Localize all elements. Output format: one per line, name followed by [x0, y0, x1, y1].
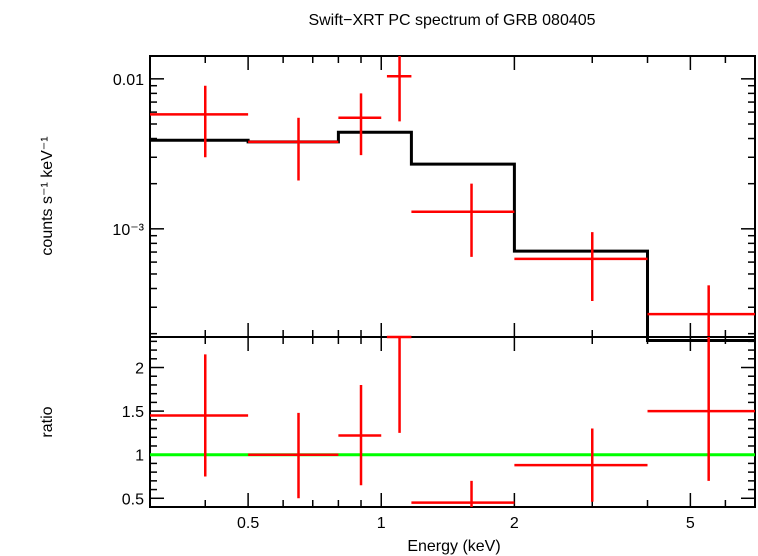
data-point — [150, 354, 249, 477]
y-tick-label: 0.5 — [122, 491, 144, 508]
y-axis-label-ratio: ratio — [39, 406, 56, 437]
plot-frame — [149, 55, 756, 338]
data-point — [248, 117, 339, 181]
chart-title: Swift−XRT PC spectrum of GRB 080405 — [308, 12, 595, 29]
x-tick-label: 2 — [510, 515, 519, 532]
data-point — [386, 56, 412, 122]
data-point — [514, 232, 648, 302]
x-tick-label: 0.5 — [237, 515, 259, 532]
data-point — [386, 335, 412, 433]
spectrum-panel: 0.01 10⁻³ — [112, 55, 756, 342]
data-point — [338, 93, 382, 156]
data-point — [150, 85, 249, 158]
ratio-panel: 0.5 1 1.5 2 0.5 1 2 5 — [122, 335, 756, 532]
y-tick-label: 10⁻³ — [112, 222, 144, 239]
x-tick-label: 1 — [377, 515, 386, 532]
plot-frame — [149, 336, 756, 508]
model-line — [150, 130, 755, 342]
data-point — [248, 412, 339, 499]
y-tick-label: 1.5 — [122, 404, 144, 421]
y-tick-label: 1 — [135, 448, 144, 465]
data-point — [411, 480, 515, 507]
x-tick-label: 5 — [686, 515, 695, 532]
y-axis-label-spectrum: counts s⁻¹ keV⁻¹ — [39, 136, 56, 255]
y-tick-label: 0.01 — [113, 72, 144, 89]
y-tick-label: 2 — [135, 361, 144, 378]
data-point — [338, 384, 382, 486]
x-axis-label: Energy (keV) — [407, 538, 500, 555]
data-point — [647, 285, 755, 337]
data-point — [647, 337, 755, 481]
data-point — [514, 428, 648, 502]
data-point — [411, 183, 515, 257]
